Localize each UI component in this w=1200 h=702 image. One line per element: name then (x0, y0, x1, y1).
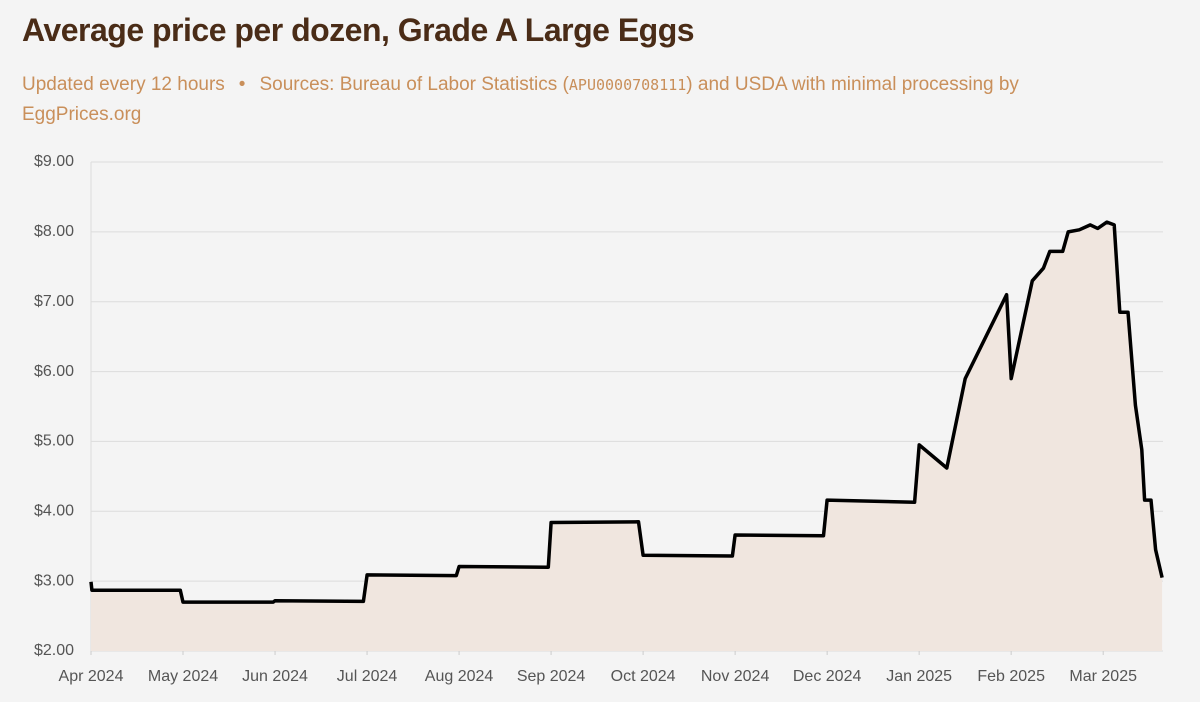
area (91, 222, 1163, 651)
x-tick-label: Feb 2025 (977, 668, 1045, 685)
y-tick-label: $3.00 (34, 572, 74, 589)
y-tick-label: $5.00 (34, 433, 74, 450)
y-tick-label: $8.00 (34, 223, 74, 240)
y-tick-label: $9.00 (34, 153, 74, 170)
x-tick-label: Sep 2024 (517, 668, 586, 685)
y-tick-label: $4.00 (34, 503, 74, 520)
x-tick-label: Oct 2024 (611, 668, 676, 685)
x-tick-label: Aug 2024 (425, 668, 494, 685)
subtitle-text: Updated every 12 hours (22, 74, 225, 95)
subtitle-text: Sources: Bureau of Labor Statistics ( (259, 74, 569, 95)
x-tick-label: May 2024 (148, 668, 218, 685)
price-line (89, 220, 1164, 604)
x-tick-label: Mar 2025 (1069, 668, 1137, 685)
subtitle: Updated every 12 hours • Sources: Bureau o… (22, 70, 1142, 130)
subtitle-text: ) and USDA with minimal processing by (686, 74, 1019, 95)
x-tick-label: Jul 2024 (337, 668, 398, 685)
x-tick-label: Jan 2025 (886, 668, 952, 685)
y-tick-label: $7.00 (34, 293, 74, 310)
subtitle-text: EggPrices.org (22, 104, 142, 125)
y-tick-label: $6.00 (34, 363, 74, 380)
x-tick-label: Dec 2024 (793, 668, 862, 685)
separator: • (238, 74, 246, 95)
series-code: APU0000708111 (568, 76, 687, 94)
y-tick-label: $2.00 (34, 642, 74, 659)
x-tick-label: Apr 2024 (59, 668, 124, 685)
chart-title: Average price per dozen, Grade A Large E… (22, 12, 695, 48)
x-tick-label: Jun 2024 (242, 668, 308, 685)
x-tick-label: Nov 2024 (701, 668, 770, 685)
